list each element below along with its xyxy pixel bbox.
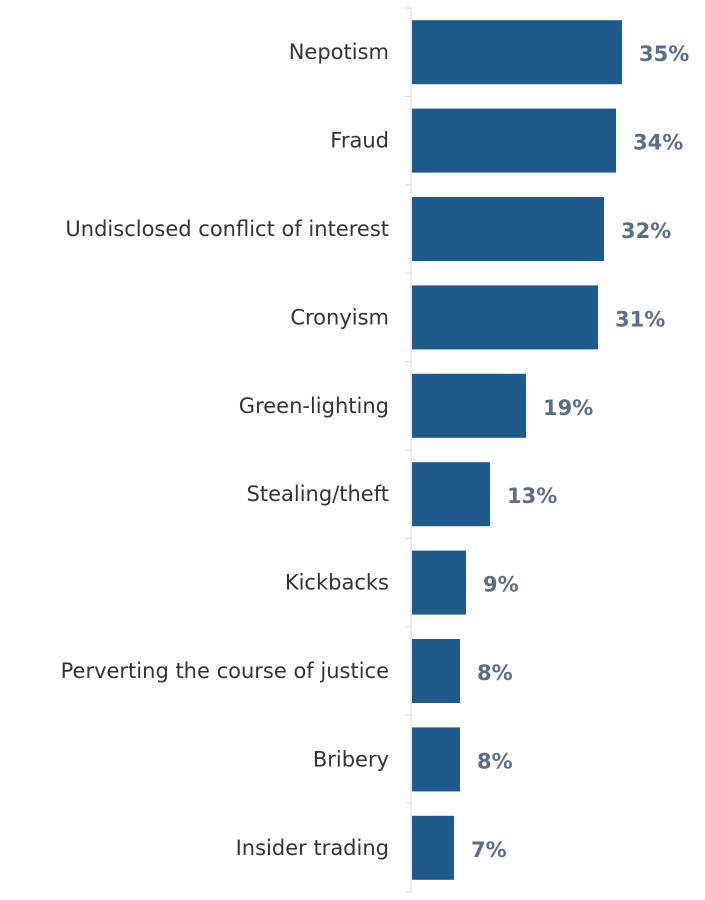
bar (412, 373, 526, 438)
category-label: Green-lighting (239, 394, 389, 418)
value-label: 7% (471, 838, 507, 862)
value-label: 13% (507, 484, 557, 508)
bar (412, 462, 490, 527)
category-label: Insider trading (236, 836, 389, 860)
bar (412, 197, 604, 261)
bar (412, 639, 460, 703)
bar (412, 285, 598, 350)
bar (412, 815, 454, 880)
bar (412, 727, 460, 792)
value-label: 34% (633, 131, 683, 155)
bar (412, 20, 622, 85)
value-label: 35% (639, 42, 689, 66)
category-label: Nepotism (289, 40, 389, 64)
value-label: 8% (477, 749, 513, 773)
bars (412, 20, 622, 880)
category-label: Bribery (313, 747, 389, 771)
category-labels: Nepotism Fraud Undisclosed conflict of int… (61, 40, 389, 860)
category-label: Perverting the course of justice (61, 659, 389, 683)
value-labels: 35% 34% 32% 31% 19% 13% 9% 8% 8% 7% (471, 42, 689, 862)
value-label: 9% (483, 573, 519, 597)
value-label: 8% (477, 661, 513, 685)
bar (412, 550, 466, 615)
value-label: 32% (621, 219, 671, 243)
category-label: Stealing/theft (247, 482, 389, 506)
category-axis (405, 7, 412, 893)
value-label: 19% (543, 396, 593, 420)
category-label: Cronyism (290, 305, 389, 329)
bar (412, 108, 616, 173)
category-label: Undisclosed conflict of interest (65, 217, 389, 241)
category-label: Kickbacks (285, 571, 389, 595)
category-label: Fraud (330, 129, 389, 153)
value-label: 31% (615, 307, 665, 331)
